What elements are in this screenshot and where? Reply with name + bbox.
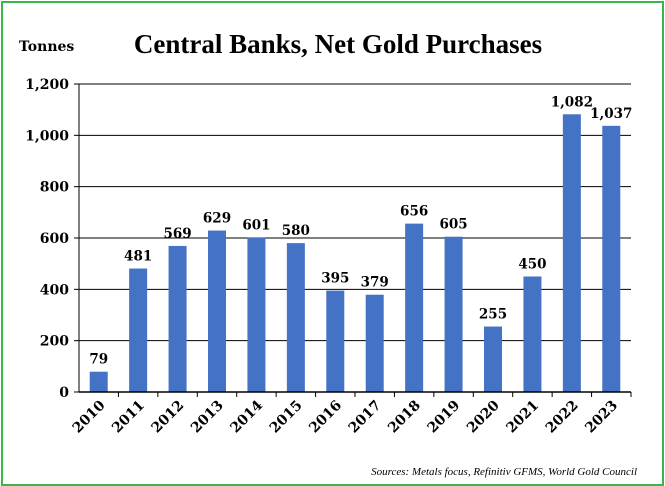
x-tick-label-2014: 2014 — [227, 397, 266, 436]
x-tick-label-2017: 2017 — [346, 398, 385, 437]
y-tick-label-800: 800 — [40, 180, 69, 196]
x-tick-label-2020: 2020 — [464, 397, 503, 436]
data-label-2018: 656 — [400, 204, 428, 220]
source-note: Sources: Metals focus, Refinitiv GFMS, W… — [371, 466, 637, 478]
x-tick-label-2021: 2021 — [503, 398, 542, 437]
y-tick-label-1000: 1,000 — [25, 128, 69, 144]
data-label-2015: 580 — [282, 223, 310, 239]
bar-2012 — [168, 245, 187, 392]
bar-2022 — [562, 114, 581, 392]
data-label-2012: 569 — [163, 226, 191, 242]
bar-2013 — [208, 230, 226, 392]
x-tick-label-2023: 2023 — [582, 398, 621, 437]
y-tick-label-400: 400 — [40, 282, 69, 298]
data-label-2010: 79 — [89, 352, 108, 368]
x-tick-label-2015: 2015 — [267, 398, 306, 437]
bars — [89, 114, 621, 392]
data-label-2013: 629 — [203, 211, 231, 227]
y-tick-label-0: 0 — [59, 385, 69, 401]
x-tick-label-2013: 2013 — [188, 398, 227, 437]
data-labels: 79 481 569 629 601 580 395 379 656 605 255 450 1,082… — [89, 94, 632, 367]
x-tick-label-2011: 2011 — [109, 398, 148, 437]
y-axis-unit-label: Tonnes — [19, 39, 74, 55]
data-label-2011: 481 — [124, 249, 152, 265]
data-label-2017: 379 — [361, 275, 389, 291]
data-label-2023: 1,037 — [590, 106, 632, 122]
data-label-2020: 255 — [479, 307, 507, 323]
bar-2015 — [286, 243, 305, 392]
y-tick-label-1200: 1,200 — [25, 77, 69, 93]
y-tick-label-200: 200 — [40, 334, 69, 350]
data-label-2014: 601 — [242, 218, 270, 234]
x-tick-label-2010: 2010 — [70, 397, 109, 436]
data-label-2016: 395 — [321, 271, 349, 287]
chart-title: Central Banks, Net Gold Purchases — [134, 29, 542, 59]
bar-2014 — [247, 237, 266, 392]
gridlines — [79, 83, 631, 342]
y-axis-ticks: 0 200 400 600 800 1,000 1,200 — [25, 77, 79, 401]
bar-2021 — [523, 276, 542, 392]
x-axis-ticks: 2010 2011 2012 2013 2014 2015 2016 2017 2018 2019… — [70, 392, 632, 437]
bar-2017 — [365, 294, 384, 392]
bar-2011 — [129, 268, 148, 392]
bar-2010 — [89, 371, 108, 392]
bar-2023 — [602, 125, 621, 392]
bar-2016 — [326, 290, 345, 392]
y-tick-label-600: 600 — [40, 231, 69, 247]
data-label-2021: 450 — [518, 257, 546, 273]
data-label-2022: 1,082 — [551, 94, 593, 110]
bar-2019 — [444, 236, 463, 392]
bar-2020 — [484, 326, 502, 392]
x-tick-label-2019: 2019 — [425, 398, 464, 437]
data-label-2019: 605 — [439, 217, 467, 233]
x-tick-label-2018: 2018 — [385, 398, 424, 437]
bar-2018 — [405, 223, 424, 392]
x-tick-label-2022: 2022 — [543, 398, 582, 437]
x-tick-label-2012: 2012 — [149, 398, 188, 437]
x-tick-label-2016: 2016 — [306, 398, 345, 437]
